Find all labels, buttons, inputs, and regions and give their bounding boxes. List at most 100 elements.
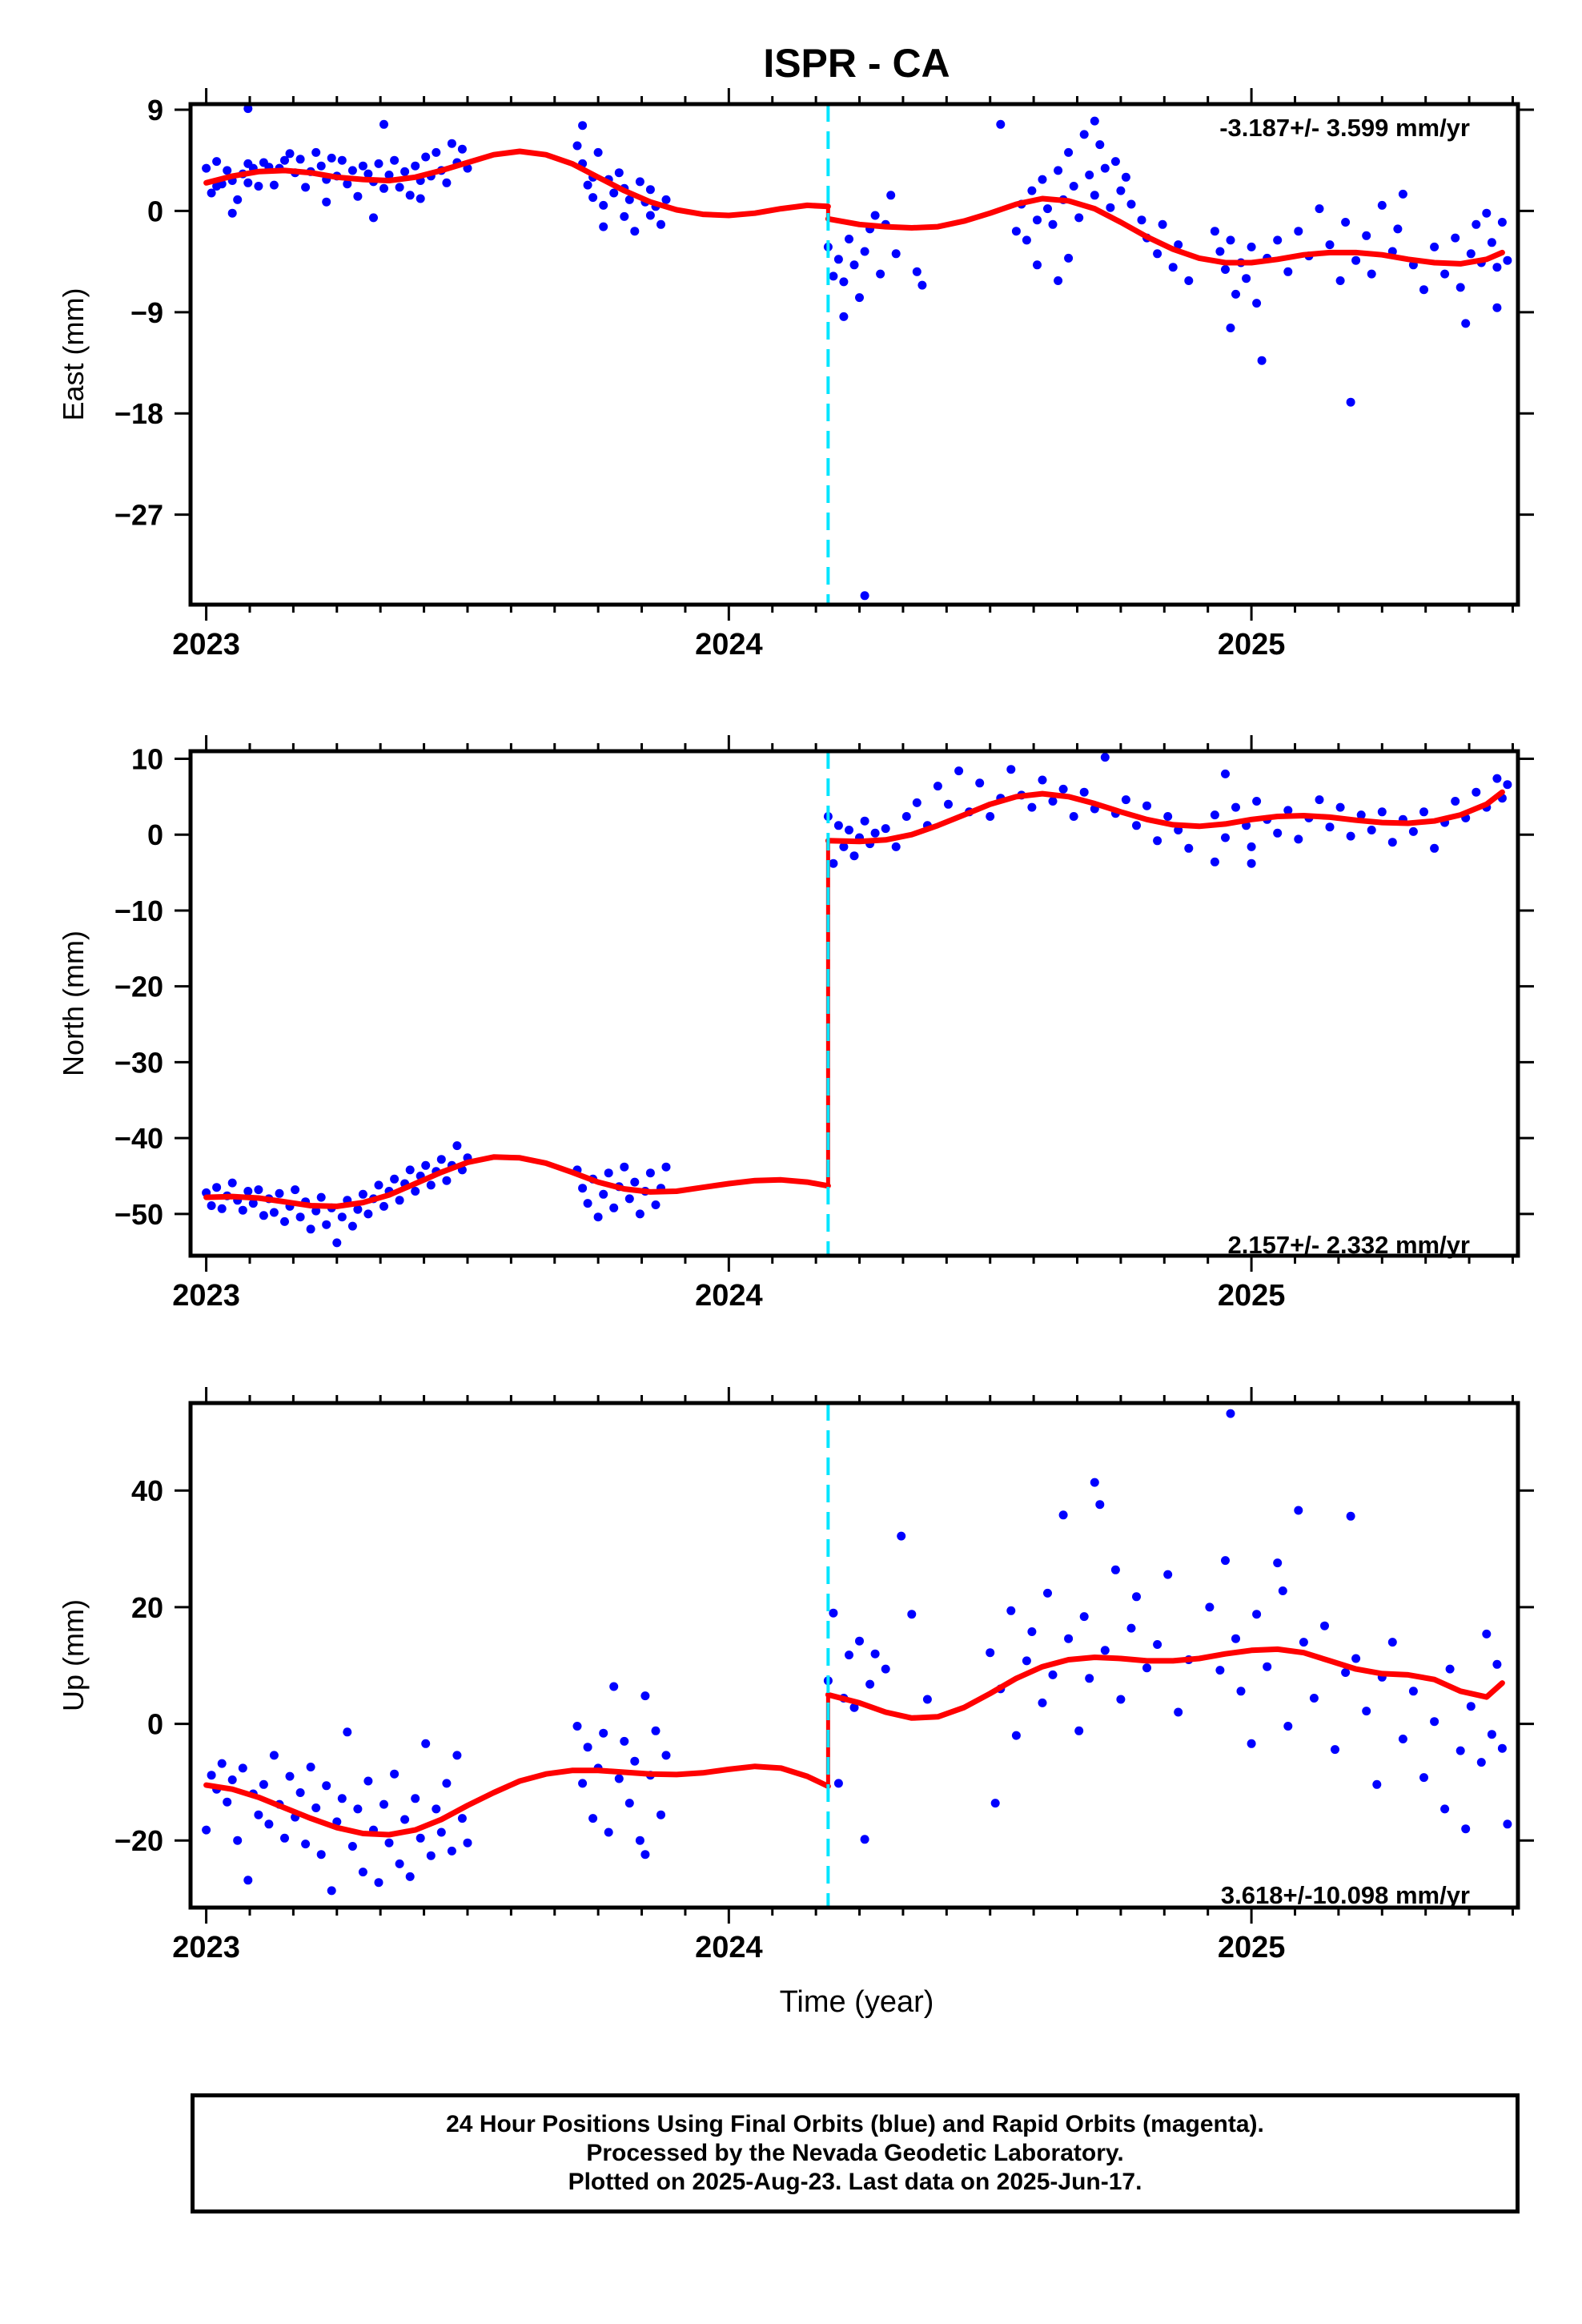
east-data-point: [1440, 269, 1450, 279]
north-data-point: [1142, 801, 1151, 810]
up-data-point: [1492, 1659, 1502, 1669]
east-data-point: [1100, 163, 1110, 173]
east-data-point: [337, 155, 347, 165]
up-panel: 2023 2024 2025 40 20 0 −20 Up (mm) 3.618+/-10.09…: [57, 1387, 1534, 1964]
up-data-point: [588, 1814, 598, 1823]
north-data-point: [1221, 769, 1230, 778]
east-data-point: [1231, 289, 1240, 299]
east-data-point: [630, 227, 640, 236]
up-data-point: [301, 1839, 311, 1849]
up-data-point: [280, 1833, 289, 1843]
east-x-tick-label: 2023: [172, 628, 240, 661]
east-data-point: [614, 168, 624, 178]
north-y-tick-label: −40: [114, 1122, 163, 1155]
north-data-point: [374, 1180, 383, 1190]
north-data-point: [426, 1180, 436, 1190]
north-data-point: [1163, 812, 1173, 821]
east-data-point: [1168, 263, 1178, 272]
north-data-point: [1231, 802, 1240, 812]
north-data-point: [845, 826, 853, 834]
east-data-point: [1069, 182, 1078, 191]
east-data-point: [254, 182, 263, 191]
east-data-point: [363, 169, 373, 179]
north-data-point: [1058, 784, 1068, 794]
up-y-tick-label: 40: [131, 1474, 163, 1507]
east-data-point: [1503, 255, 1512, 265]
up-data-point: [432, 1804, 441, 1814]
east-data-point: [269, 180, 279, 190]
east-data-point: [996, 119, 1006, 129]
east-data-point: [661, 195, 671, 204]
east-data-point: [1393, 224, 1403, 234]
up-data-point: [442, 1779, 452, 1788]
up-data-point: [1309, 1694, 1319, 1703]
east-data-point: [327, 153, 336, 163]
east-data-point: [212, 157, 222, 167]
up-data-point: [395, 1859, 404, 1868]
up-data-point: [416, 1833, 425, 1843]
up-data-point: [1252, 1610, 1262, 1619]
up-data-point: [353, 1804, 363, 1814]
up-data-point: [604, 1827, 613, 1837]
east-data-point: [311, 147, 321, 157]
north-data-point: [1408, 826, 1418, 836]
up-y-tick-label: 0: [147, 1708, 163, 1741]
east-data-point: [917, 280, 927, 290]
east-data-point: [1064, 147, 1074, 157]
east-data-point: [316, 161, 326, 171]
up-data-point: [233, 1835, 243, 1845]
up-data-point: [322, 1781, 331, 1791]
up-data-point: [1095, 1500, 1105, 1510]
up-data-point: [870, 1649, 880, 1659]
north-data-point: [645, 1168, 655, 1178]
up-data-point: [656, 1810, 665, 1819]
chart-title: ISPR - CA: [763, 41, 950, 86]
east-data-point: [223, 166, 232, 175]
east-model-curve: [825, 195, 1505, 267]
east-data-point: [1273, 235, 1283, 245]
up-data-point: [855, 1636, 864, 1646]
north-data-point: [295, 1212, 305, 1222]
up-data-point: [599, 1728, 608, 1738]
north-data-point: [238, 1205, 247, 1215]
north-data-point: [442, 1176, 452, 1185]
east-data-point: [1174, 240, 1183, 250]
up-data-point: [374, 1878, 383, 1888]
up-data-point: [358, 1868, 367, 1877]
east-data-point: [353, 191, 363, 201]
up-data-point: [651, 1726, 661, 1735]
north-x-tick-label: 2025: [1218, 1279, 1286, 1313]
up-data-point: [1294, 1506, 1303, 1515]
up-data-point: [1398, 1735, 1407, 1743]
north-model-curve: [825, 789, 1505, 845]
east-rate-label: -3.187+/- 3.599 mm/yr: [1219, 114, 1470, 142]
up-data-point: [1351, 1654, 1361, 1663]
north-data-point: [358, 1189, 367, 1199]
up-data-point: [990, 1799, 1000, 1808]
east-data-point: [1419, 285, 1428, 295]
up-data-point: [1085, 1674, 1094, 1683]
north-plot-area: [202, 753, 1512, 1248]
up-x-tick-label: 2024: [695, 1931, 763, 1964]
east-data-point: [1325, 240, 1335, 250]
up-data-point: [1116, 1695, 1126, 1704]
up-data-point: [1341, 1668, 1351, 1677]
east-data-point: [390, 155, 400, 165]
up-data-point: [860, 1835, 869, 1844]
up-data-point: [457, 1814, 467, 1823]
up-rate-label: 3.618+/-10.098 mm/yr: [1221, 1881, 1470, 1909]
east-data-point: [384, 171, 394, 179]
up-data-point: [384, 1838, 394, 1848]
east-data-point: [876, 269, 885, 279]
up-data-point: [1263, 1662, 1272, 1671]
north-data-point: [620, 1162, 629, 1172]
up-data-point: [1215, 1666, 1225, 1675]
up-x-tick-label: 2025: [1218, 1931, 1286, 1964]
east-data-point: [1106, 203, 1115, 212]
up-data-point: [1221, 1556, 1230, 1566]
east-data-point: [1038, 175, 1047, 184]
east-data-point: [599, 200, 608, 210]
east-data-point: [1221, 265, 1230, 274]
east-data-point: [656, 219, 665, 229]
east-data-point: [295, 155, 305, 164]
